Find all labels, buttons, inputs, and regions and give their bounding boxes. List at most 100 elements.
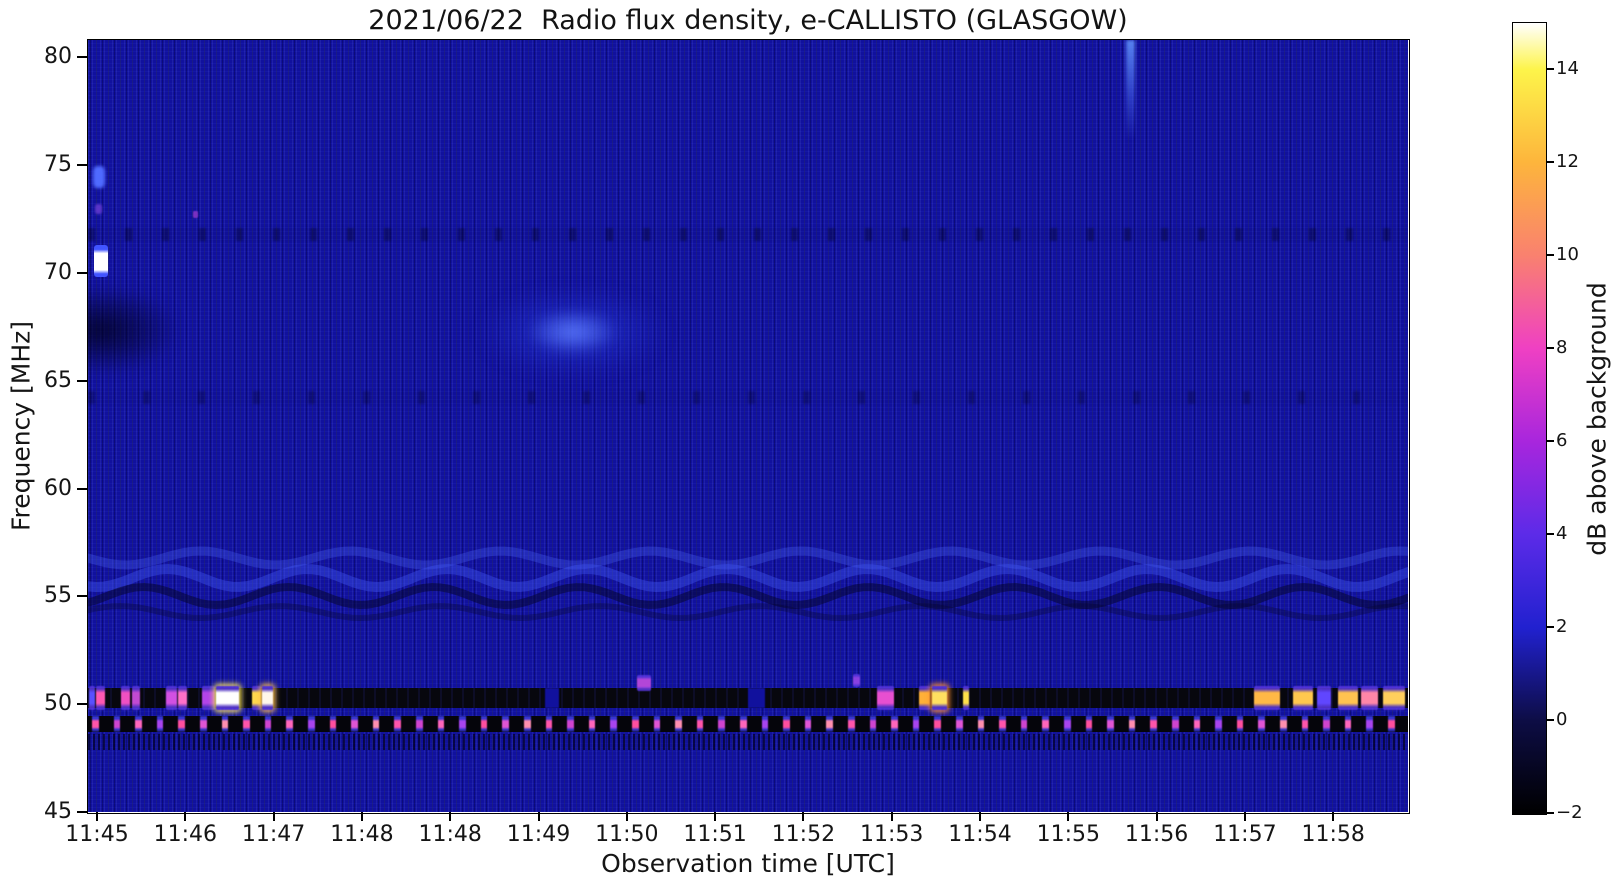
x-tick-label: 11:55	[1036, 822, 1100, 847]
band-event	[1361, 686, 1378, 710]
interference-dot	[351, 716, 358, 732]
x-tick-label: 11:57	[1213, 822, 1277, 847]
y-tick-label: 60	[44, 475, 72, 501]
interference-dot	[178, 716, 185, 732]
band-event	[637, 675, 651, 691]
interference-dot	[826, 716, 833, 732]
wave-path	[88, 582, 1408, 610]
interference-dot	[1042, 716, 1049, 732]
x-tick-label: 11:50	[595, 822, 659, 847]
x-tick-label: 11:47	[241, 822, 306, 847]
x-tick-label: 11:46	[153, 822, 217, 847]
colorbar-tick-mark	[1547, 439, 1554, 442]
y-tick-label: 50	[44, 691, 72, 717]
interference-dot	[264, 716, 272, 732]
interference-dot	[480, 716, 488, 732]
colorbar-tick-mark	[1547, 253, 1554, 256]
interference-dot	[869, 716, 877, 732]
interference-dot	[761, 716, 769, 732]
colorbar-tick-mark	[1547, 532, 1554, 535]
y-tick-mark	[77, 271, 88, 274]
interference-dot	[1215, 716, 1222, 732]
x-tick-label: 11:58	[1301, 822, 1365, 847]
band-event	[96, 686, 105, 710]
band-event	[1293, 686, 1313, 710]
interference-dot	[1150, 716, 1157, 732]
interference-dot	[200, 716, 207, 732]
purple-dot-73mhz	[95, 204, 102, 214]
interference-dot	[1344, 716, 1352, 732]
band-event	[877, 686, 894, 710]
interference-dot	[1280, 716, 1287, 732]
y-tick-mark	[77, 703, 88, 706]
y-tick-mark	[77, 56, 88, 59]
y-tick-label: 45	[44, 799, 72, 824]
interference-dot	[675, 716, 682, 732]
x-tick-mark	[714, 812, 717, 821]
x-tick-mark	[1332, 812, 1335, 821]
colorbar-label: dB above background	[1582, 282, 1612, 556]
interference-dot	[696, 716, 704, 732]
interference-dot	[545, 716, 553, 732]
x-tick-mark	[979, 812, 981, 821]
x-tick-mark	[272, 812, 275, 821]
x-tick-label: 11:53	[859, 822, 924, 847]
interference-dot	[135, 716, 142, 732]
band-event	[932, 686, 947, 710]
colorbar-tick-label: 6	[1556, 429, 1568, 451]
x-tick-label: 11:51	[683, 822, 747, 847]
colorbar-tick-label: 2	[1556, 615, 1568, 637]
interference-dot	[308, 716, 315, 732]
x-tick-label: 11:54	[948, 822, 1012, 847]
y-tick-mark	[77, 487, 88, 490]
colorbar-gradient	[1512, 22, 1547, 815]
interference-dot	[1085, 716, 1093, 732]
diffuse-blob-core	[528, 310, 618, 354]
band-event	[1317, 686, 1331, 710]
x-tick-mark	[537, 812, 540, 821]
x-tick-mark	[96, 812, 98, 821]
band-event	[216, 686, 239, 710]
band-event	[1338, 686, 1358, 710]
purple-speck-72mhz	[193, 211, 198, 218]
colorbar-tick-mark	[1547, 625, 1554, 628]
x-tick-label: 11:49	[506, 822, 571, 847]
interference-dot	[1366, 716, 1373, 732]
x-tick-label: 11:52	[771, 822, 836, 847]
interference-dot	[459, 716, 466, 732]
band-event	[178, 686, 187, 710]
y-tick-mark	[77, 595, 88, 598]
vertical-streak	[1126, 40, 1135, 140]
interference-dot	[156, 716, 164, 732]
interference-dot	[502, 716, 509, 732]
band-gap	[748, 688, 765, 708]
interference-dot	[999, 716, 1006, 732]
x-axis-label: Observation time [UTC]	[601, 849, 895, 878]
interference-dot	[1020, 716, 1028, 732]
x-tick-mark	[802, 812, 805, 821]
interference-dot	[848, 716, 855, 732]
interference-dot	[956, 716, 963, 732]
wave-path	[88, 546, 1408, 570]
y-tick-label: 65	[44, 367, 72, 393]
interference-dot	[804, 716, 812, 732]
interference-dot	[567, 716, 574, 732]
dark-dash-row	[88, 228, 1408, 241]
interference-dot	[1193, 716, 1201, 732]
spectrogram-heatmap	[88, 40, 1408, 812]
band-event	[1254, 686, 1280, 710]
dark-cloud-67mhz	[88, 285, 180, 375]
interference-dot	[243, 716, 250, 732]
interference-dot	[740, 716, 747, 732]
interference-dot	[1258, 716, 1265, 732]
interference-dot	[1301, 716, 1309, 732]
y-tick-mark	[77, 379, 88, 382]
x-tick-mark	[360, 812, 363, 821]
interference-dot	[92, 716, 99, 732]
interference-dot	[610, 716, 617, 732]
colorbar-tick-label: 14	[1556, 57, 1579, 79]
x-tick-mark	[625, 812, 628, 821]
interference-dot	[329, 716, 337, 732]
white-burst-70mhz	[94, 245, 108, 277]
interference-dot	[588, 716, 596, 732]
